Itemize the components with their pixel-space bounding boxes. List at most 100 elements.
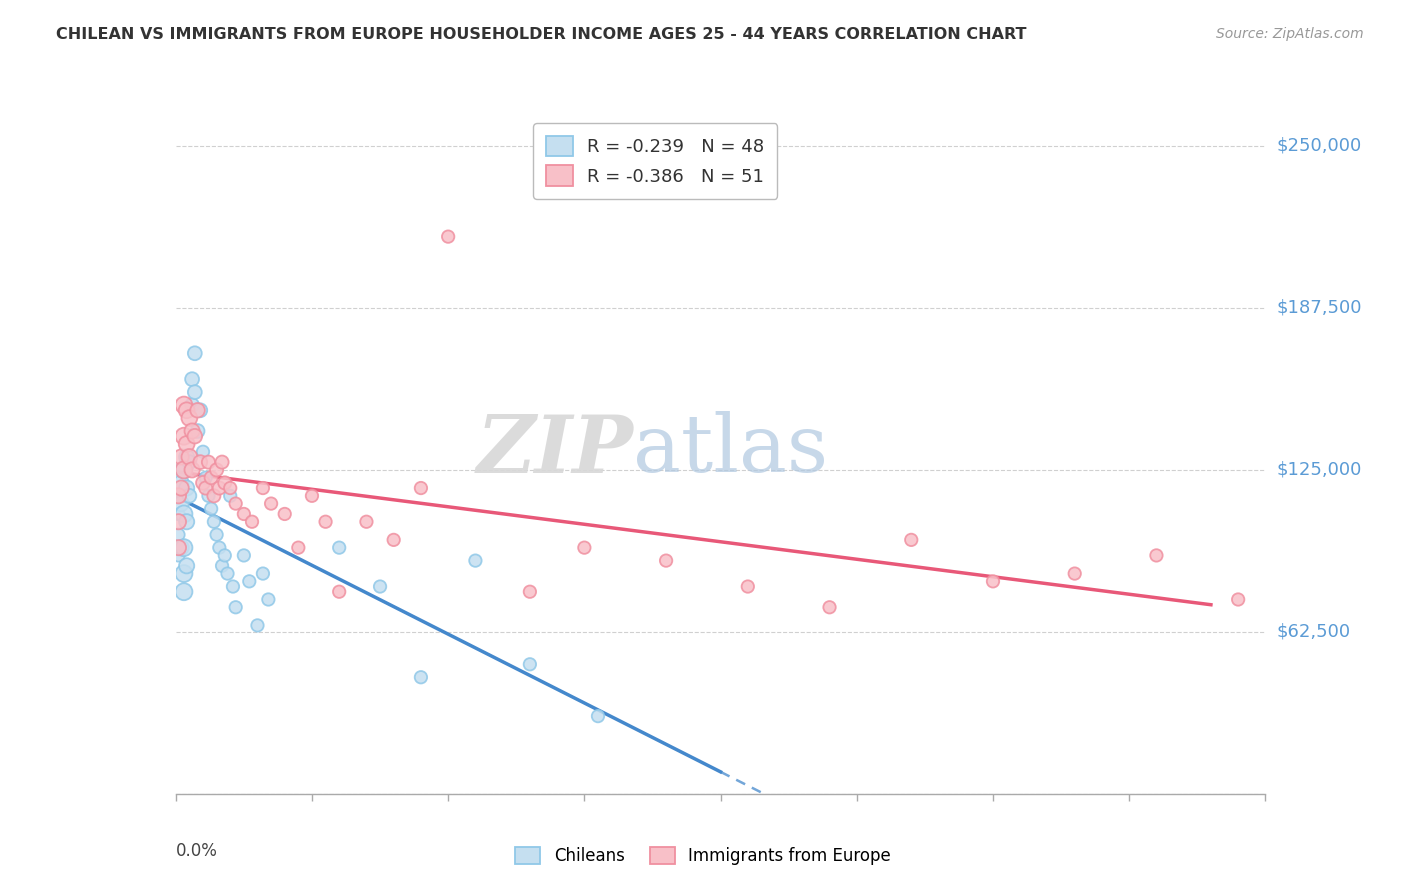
Point: [176, 481, 198, 495]
Point: [252, 566, 274, 581]
Point: [214, 475, 236, 490]
Point: [176, 437, 198, 451]
Point: [170, 497, 193, 511]
Point: [586, 709, 609, 723]
Point: [173, 507, 195, 521]
Point: [186, 403, 209, 417]
Point: [737, 580, 759, 594]
Text: Source: ZipAtlas.com: Source: ZipAtlas.com: [1216, 27, 1364, 41]
Text: atlas: atlas: [633, 411, 828, 490]
Point: [170, 481, 193, 495]
Point: [225, 497, 247, 511]
Point: [328, 584, 350, 599]
Point: [176, 558, 198, 573]
Point: [167, 489, 190, 503]
Point: [173, 463, 195, 477]
Text: CHILEAN VS IMMIGRANTS FROM EUROPE HOUSEHOLDER INCOME AGES 25 - 44 YEARS CORRELAT: CHILEAN VS IMMIGRANTS FROM EUROPE HOUSEH…: [56, 27, 1026, 42]
Text: ZIP: ZIP: [477, 412, 633, 489]
Point: [1227, 592, 1250, 607]
Point: [222, 580, 245, 594]
Point: [173, 429, 195, 443]
Point: [818, 600, 841, 615]
Point: [287, 541, 309, 555]
Text: 0.0%: 0.0%: [176, 842, 218, 860]
Point: [191, 444, 214, 458]
Point: [519, 657, 541, 672]
Point: [197, 455, 219, 469]
Point: [519, 584, 541, 599]
Point: [246, 618, 269, 632]
Point: [173, 541, 195, 555]
Point: [170, 450, 193, 464]
Point: [214, 549, 236, 563]
Point: [219, 489, 242, 503]
Point: [1063, 566, 1085, 581]
Text: $187,500: $187,500: [1277, 299, 1362, 317]
Point: [328, 541, 350, 555]
Point: [197, 489, 219, 503]
Point: [167, 549, 190, 563]
Point: [179, 450, 201, 464]
Point: [574, 541, 596, 555]
Point: [173, 584, 195, 599]
Point: [188, 455, 211, 469]
Point: [179, 411, 201, 425]
Point: [1144, 549, 1167, 563]
Point: [173, 398, 195, 412]
Point: [167, 507, 190, 521]
Point: [232, 549, 254, 563]
Point: [260, 497, 283, 511]
Point: [179, 489, 201, 503]
Point: [202, 515, 225, 529]
Point: [184, 429, 207, 443]
Point: [184, 346, 207, 360]
Point: [464, 553, 486, 567]
Point: [176, 515, 198, 529]
Point: [301, 489, 323, 503]
Point: [981, 574, 1004, 589]
Point: [257, 592, 280, 607]
Point: [274, 507, 297, 521]
Point: [176, 403, 198, 417]
Point: [200, 471, 222, 485]
Point: [356, 515, 378, 529]
Point: [437, 229, 460, 244]
Point: [167, 515, 190, 529]
Point: [211, 558, 233, 573]
Point: [208, 481, 231, 495]
Point: [225, 600, 247, 615]
Text: $125,000: $125,000: [1277, 461, 1362, 479]
Point: [382, 533, 405, 547]
Point: [176, 450, 198, 464]
Point: [188, 403, 211, 417]
Point: [252, 481, 274, 495]
Point: [194, 481, 217, 495]
Legend: Chileans, Immigrants from Europe: Chileans, Immigrants from Europe: [505, 837, 901, 875]
Point: [368, 580, 391, 594]
Point: [205, 527, 228, 541]
Point: [167, 527, 190, 541]
Point: [173, 566, 195, 581]
Point: [194, 471, 217, 485]
Point: [238, 574, 260, 589]
Point: [170, 541, 193, 555]
Point: [205, 463, 228, 477]
Point: [232, 507, 254, 521]
Point: [184, 385, 207, 400]
Point: [181, 372, 204, 386]
Point: [208, 541, 231, 555]
Text: $62,500: $62,500: [1277, 623, 1351, 640]
Point: [409, 481, 432, 495]
Point: [217, 566, 239, 581]
Point: [167, 541, 190, 555]
Text: $250,000: $250,000: [1277, 136, 1362, 155]
Point: [315, 515, 337, 529]
Point: [900, 533, 922, 547]
Point: [186, 424, 209, 438]
Point: [181, 424, 204, 438]
Point: [179, 455, 201, 469]
Point: [167, 489, 190, 503]
Point: [655, 553, 678, 567]
Point: [181, 398, 204, 412]
Point: [173, 463, 195, 477]
